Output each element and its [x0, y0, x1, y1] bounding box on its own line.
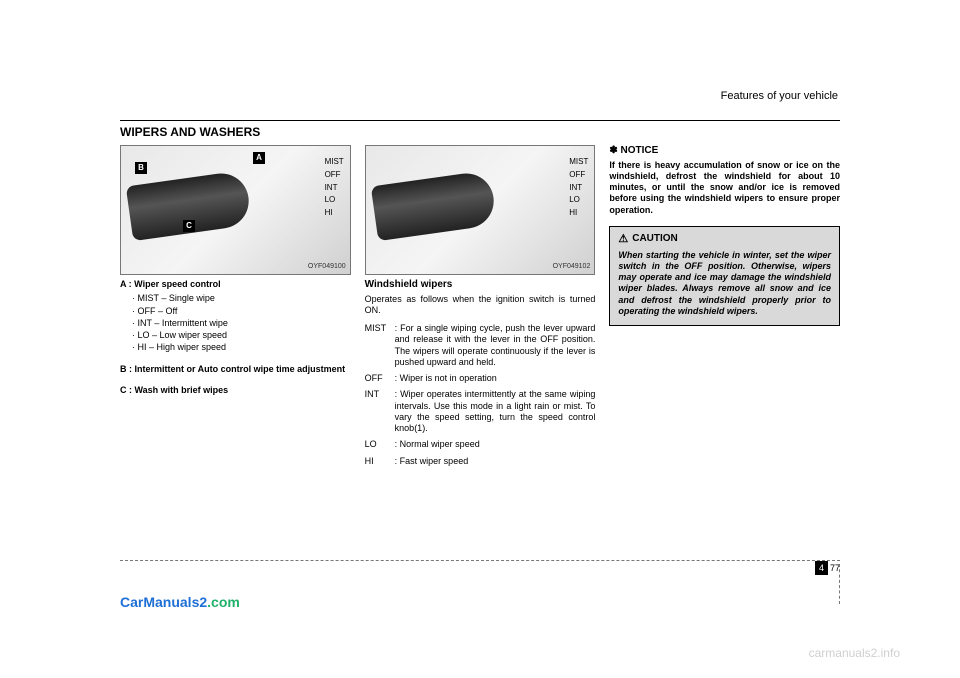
- dd: : Wiper is not in operation: [395, 373, 596, 384]
- def-mist: MIST : For a single wiping cycle, push t…: [365, 323, 596, 368]
- dt: OFF: [365, 373, 395, 384]
- lbl: MIST: [325, 156, 344, 169]
- page-number: 477: [120, 563, 840, 573]
- figure-1-labels: MIST OFF INT LO HI: [325, 156, 344, 220]
- notice-title: ✽ NOTICE: [609, 145, 840, 158]
- brand-part2: .com: [207, 594, 240, 610]
- brand-part1: CarManuals2: [120, 594, 207, 610]
- windshield-intro: Operates as follows when the ignition sw…: [365, 294, 596, 317]
- def-int: INT : Wiper operates intermittently at t…: [365, 389, 596, 434]
- dd: : For a single wiping cycle, push the le…: [395, 323, 596, 368]
- column-1: A B C MIST OFF INT LO HI OYF049100 A : W…: [120, 145, 351, 472]
- column-2: MIST OFF INT LO HI OYF049102 Windshield …: [365, 145, 596, 472]
- lbl: INT: [569, 182, 588, 195]
- dd: : Wiper operates intermittently at the s…: [395, 389, 596, 434]
- dt: INT: [365, 389, 395, 434]
- header-section: Features of your vehicle: [120, 90, 840, 102]
- figure-1: A B C MIST OFF INT LO HI OYF049100: [120, 145, 351, 275]
- vertical-dots: [839, 564, 840, 604]
- dd: : Normal wiper speed: [395, 439, 596, 450]
- def-hi: HI : Fast wiper speed: [365, 456, 596, 467]
- dt: HI: [365, 456, 395, 467]
- lbl: OFF: [569, 169, 588, 182]
- site-watermark: carmanuals2.info: [809, 646, 900, 660]
- page-title: WIPERS AND WASHERS: [120, 125, 840, 139]
- a-item: · OFF – Off: [132, 306, 351, 317]
- warning-icon: ⚠: [618, 233, 628, 247]
- figure-2: MIST OFF INT LO HI OYF049102: [365, 145, 596, 275]
- lbl: HI: [325, 207, 344, 220]
- notice-label: NOTICE: [621, 145, 659, 156]
- badge-a: A: [253, 152, 265, 164]
- a-item: · HI – High wiper speed: [132, 342, 351, 353]
- dt: MIST: [365, 323, 395, 368]
- lbl: OFF: [325, 169, 344, 182]
- caution-box: ⚠ CAUTION When starting the vehicle in w…: [609, 226, 840, 326]
- dt: LO: [365, 439, 395, 450]
- figure-2-labels: MIST OFF INT LO HI: [569, 156, 588, 220]
- brand-watermark: CarManuals2.com: [120, 594, 240, 610]
- header-rule: [120, 120, 840, 121]
- windshield-subhead: Windshield wipers: [365, 279, 596, 292]
- dd: : Fast wiper speed: [395, 456, 596, 467]
- def-off: OFF : Wiper is not in operation: [365, 373, 596, 384]
- def-lo: LO : Normal wiper speed: [365, 439, 596, 450]
- caution-head: ⚠ CAUTION: [618, 233, 831, 247]
- lbl: MIST: [569, 156, 588, 169]
- figure-2-code: OYF049102: [553, 263, 591, 272]
- b-head: B : Intermittent or Auto control wipe ti…: [120, 364, 351, 375]
- a-item: · LO – Low wiper speed: [132, 330, 351, 341]
- lbl: LO: [325, 194, 344, 207]
- lbl: LO: [569, 194, 588, 207]
- badge-c: C: [183, 220, 195, 232]
- a-item: · INT – Intermittent wipe: [132, 318, 351, 329]
- columns: A B C MIST OFF INT LO HI OYF049100 A : W…: [120, 145, 840, 472]
- lbl: INT: [325, 182, 344, 195]
- lbl: HI: [569, 207, 588, 220]
- a-item: · MIST – Single wipe: [132, 293, 351, 304]
- notice-body: If there is heavy accumulation of snow o…: [609, 160, 840, 216]
- notice-mark: ✽: [609, 145, 617, 156]
- column-3: ✽ NOTICE If there is heavy accumulation …: [609, 145, 840, 472]
- a-head: A : Wiper speed control: [120, 279, 351, 290]
- c-head: C : Wash with brief wipes: [120, 385, 351, 396]
- figure-1-code: OYF049100: [308, 263, 346, 272]
- caution-body: When starting the vehicle in winter, set…: [618, 250, 831, 318]
- footer: 477: [120, 560, 840, 573]
- chapter-number: 4: [815, 561, 828, 575]
- page-content: Features of your vehicle WIPERS AND WASH…: [120, 90, 840, 472]
- badge-b: B: [135, 162, 147, 174]
- footer-rule: [120, 560, 840, 561]
- caution-label: CAUTION: [632, 233, 678, 246]
- wiper-stalk-illustration: [370, 170, 496, 241]
